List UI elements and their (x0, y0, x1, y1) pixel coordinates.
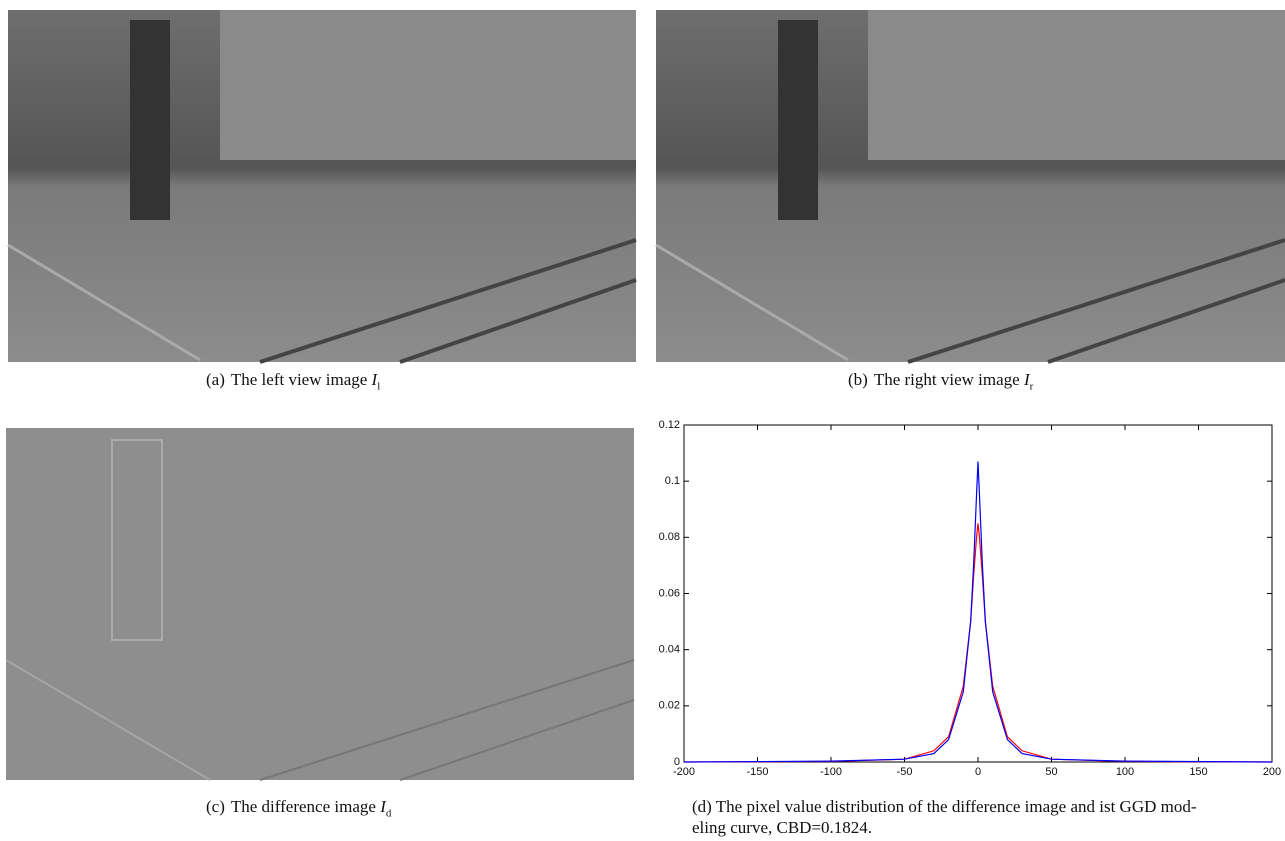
caption-c: (c) The difference image Id (206, 797, 391, 819)
photo-left (7, 10, 637, 364)
caption-label: (a) (206, 370, 225, 389)
caption-b: (b) The right view image Ir (848, 370, 1033, 392)
caption-d-line: (d) The pixel value distribution of the … (692, 797, 1197, 816)
x-tick-label: 200 (1263, 766, 1281, 778)
caption-text: The left view image (230, 370, 368, 389)
x-tick-label: 0 (975, 766, 981, 778)
y-tick-label: 0.08 (659, 531, 680, 543)
caption-label: (c) (206, 797, 225, 816)
caption-a: (a) The left view image Il (206, 370, 380, 392)
caption-text: The difference image (230, 797, 376, 816)
y-tick-label: 0.12 (659, 419, 680, 431)
caption-symbol: I (1023, 370, 1030, 389)
series-line (683, 523, 1273, 763)
x-tick-label: -150 (746, 766, 768, 778)
caption-subscript: l (377, 380, 381, 393)
photo-right (655, 10, 1285, 364)
y-tick-label: 0.06 (659, 587, 680, 599)
caption-text: The right view image (873, 370, 1020, 389)
x-tick-label: -50 (897, 766, 913, 778)
x-tick-label: -200 (673, 766, 695, 778)
y-tick-label: 0.02 (659, 700, 680, 712)
y-tick-label: 0.04 (659, 644, 680, 656)
caption-subscript: d (385, 807, 392, 820)
y-tick-label: 0.1 (665, 475, 680, 487)
caption-symbol: I (371, 370, 378, 389)
x-tick-label: 50 (1045, 766, 1057, 778)
y-tick-label: 0 (674, 756, 680, 768)
series-line (683, 461, 1273, 763)
photo-difference (5, 428, 635, 781)
caption-symbol: I (380, 797, 386, 816)
plot-frame (683, 424, 1273, 763)
x-tick-label: 150 (1189, 766, 1207, 778)
caption-subscript: r (1029, 380, 1034, 393)
x-tick-label: -100 (820, 766, 842, 778)
caption-d-line: eling curve, CBD=0.1824. (692, 818, 873, 837)
x-tick-label: 100 (1116, 766, 1134, 778)
chart: 0 0.02 0.04 0.06 0.08 0.1 0.12 -200 -150 -100 -50 0… (659, 419, 1282, 778)
caption-label: (b) (848, 370, 868, 389)
